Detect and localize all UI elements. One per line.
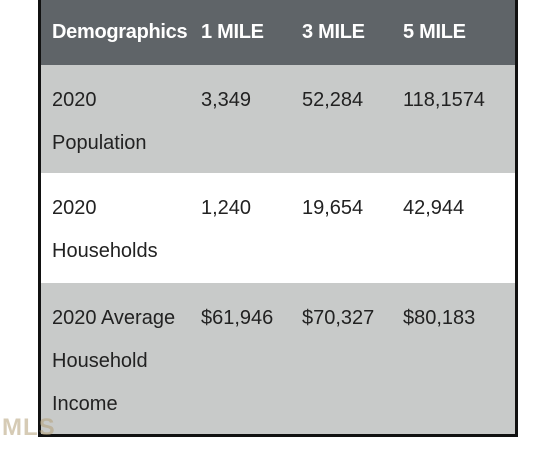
- value-cell: 19,654: [302, 173, 403, 283]
- watermark: MLS: [2, 414, 56, 441]
- value-cell: 52,284: [302, 65, 403, 173]
- value-cell: 118,1574: [403, 65, 515, 173]
- table-row: 2020 Households 1,240 19,654 42,944: [41, 173, 515, 283]
- header-cell: 5 MILE: [403, 0, 515, 65]
- header-cell: 1 MILE: [201, 0, 302, 65]
- row-label: 2020 Average Household Income: [41, 283, 201, 434]
- demographics-table: Demographics 1 MILE 3 MILE 5 MILE 2020 Popu…: [41, 0, 515, 434]
- value-cell: 1,240: [201, 173, 302, 283]
- table-row: 2020 Population 3,349 52,284 118,1574: [41, 65, 515, 173]
- header-row: Demographics 1 MILE 3 MILE 5 MILE: [41, 0, 515, 65]
- value-cell: $70,327: [302, 283, 403, 434]
- header-cell: Demographics: [41, 0, 201, 65]
- value-cell: 42,944: [403, 173, 515, 283]
- table-row: 2020 Average Household Income $61,946 $70,…: [41, 283, 515, 434]
- value-cell: 3,349: [201, 65, 302, 173]
- value-cell: $61,946: [201, 283, 302, 434]
- row-label: 2020 Population: [41, 65, 201, 173]
- header-cell: 3 MILE: [302, 0, 403, 65]
- value-cell: $80,183: [403, 283, 515, 434]
- table-frame: Demographics 1 MILE 3 MILE 5 MILE 2020 Popu…: [38, 0, 518, 437]
- row-label: 2020 Households: [41, 173, 201, 283]
